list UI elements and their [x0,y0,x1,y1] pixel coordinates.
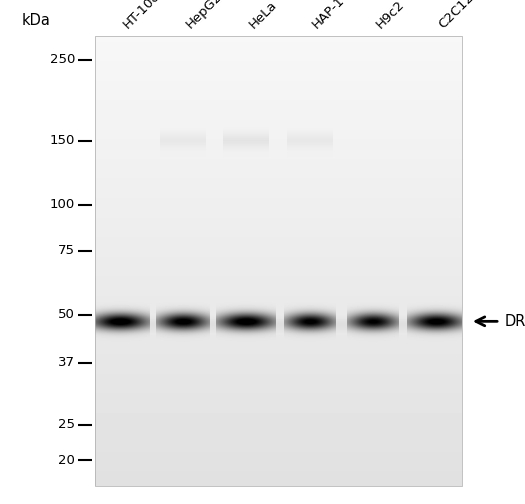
Text: 150: 150 [50,134,75,147]
Text: 75: 75 [58,244,75,257]
Text: 37: 37 [58,356,75,369]
Text: C2C12: C2C12 [436,0,477,31]
Text: kDa: kDa [22,13,51,28]
Text: 25: 25 [58,418,75,431]
Text: 50: 50 [58,308,75,322]
Text: 20: 20 [58,454,75,467]
Text: HeLa: HeLa [247,0,280,31]
Text: 100: 100 [50,199,75,211]
Text: HT-1080: HT-1080 [121,0,169,31]
Text: DRD3: DRD3 [505,314,525,329]
Text: HAP-1: HAP-1 [310,0,348,31]
Text: H9c2: H9c2 [373,0,406,31]
Text: 250: 250 [50,53,75,66]
Text: HepG2: HepG2 [184,0,225,31]
